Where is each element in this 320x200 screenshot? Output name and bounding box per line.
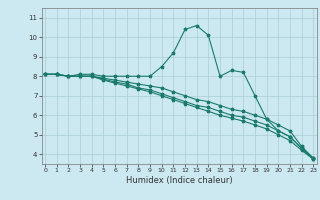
X-axis label: Humidex (Indice chaleur): Humidex (Indice chaleur)	[126, 176, 233, 185]
